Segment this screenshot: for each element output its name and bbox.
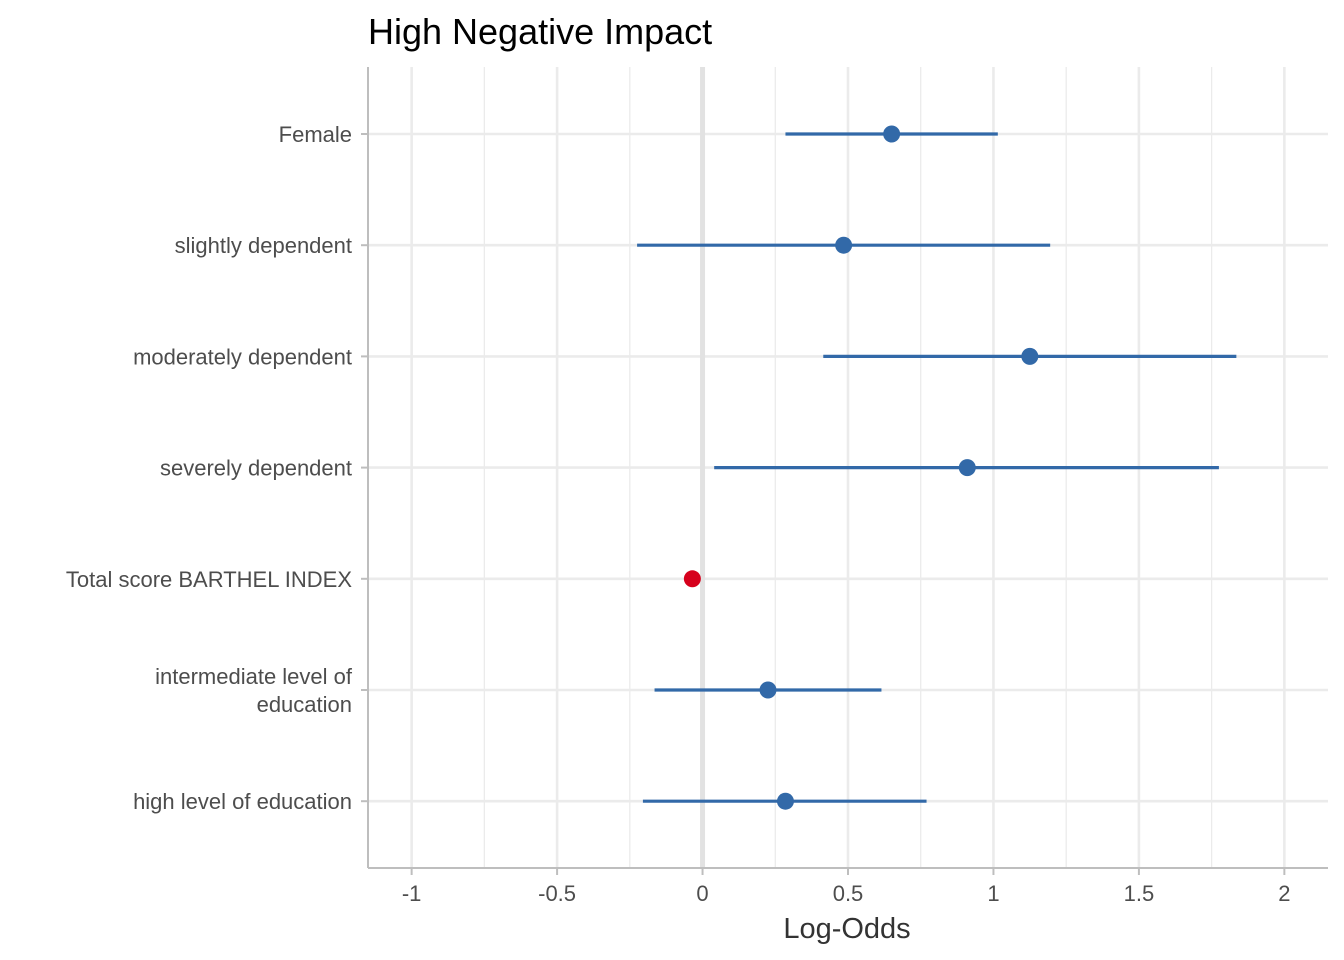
term-label: moderately dependent — [133, 344, 352, 369]
marks-layer — [637, 125, 1237, 810]
term-label-line: Female — [279, 122, 352, 147]
term-label-line: moderately dependent — [133, 344, 352, 369]
axis-layer: -1 -0.5 0 0.5 1 1.5 2 — [361, 67, 1328, 906]
x-tick-label: 2 — [1278, 881, 1290, 906]
term-label-line: Total score BARTHEL INDEX — [66, 567, 352, 592]
estimate-point — [683, 570, 701, 588]
term-label-line: severely dependent — [160, 456, 352, 481]
estimate-point — [958, 459, 976, 477]
estimate-point — [759, 681, 777, 699]
term-label: severely dependent — [160, 456, 352, 481]
term-label: intermediate level of education — [155, 664, 353, 717]
term-label-line: slightly dependent — [175, 233, 352, 258]
estimate-point — [1021, 347, 1039, 365]
term-label: high level of education — [133, 789, 352, 814]
term-label: Total score BARTHEL INDEX — [66, 567, 352, 592]
term-label-line: education — [257, 692, 352, 717]
labels-layer: Female slightly dependent moderately depen… — [66, 122, 353, 814]
x-tick-label: -1 — [402, 881, 422, 906]
term-label: slightly dependent — [175, 233, 352, 258]
x-axis-title: Log-Odds — [783, 913, 910, 945]
estimate-point — [776, 792, 794, 810]
estimate-point — [835, 236, 853, 254]
term-label-line: high level of education — [133, 789, 352, 814]
x-tick-label: 1.5 — [1124, 881, 1155, 906]
x-tick-label: -0.5 — [538, 881, 576, 906]
x-tick-label: 1 — [987, 881, 999, 906]
chart-title: High Negative Impact — [368, 11, 712, 52]
estimate-point — [883, 125, 901, 143]
x-tick-label: 0 — [696, 881, 708, 906]
term-label: Female — [279, 122, 352, 147]
term-label-line: intermediate level of — [155, 664, 353, 689]
x-tick-label: 0.5 — [833, 881, 864, 906]
